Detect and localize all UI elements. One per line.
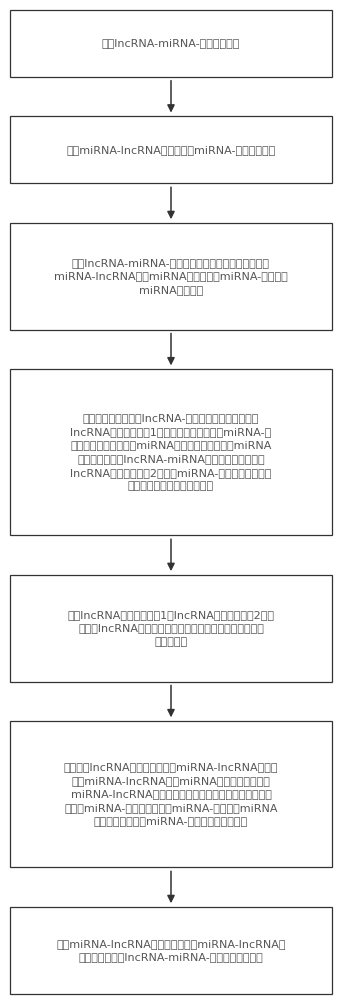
Text: 由融合的lncRNA功能相似矩阵、miRNA-lncRNA邻接矩
阵、miRNA-lncRNA之间miRNA权重矩阵计算得到
miRNA-lncRNA关联得分分: 由融合的lncRNA功能相似矩阵、miRNA-lncRNA邻接矩 阵、miRNA… bbox=[64, 762, 278, 826]
Text: 基于lncRNA-miRNA-疾病三重网络与权重分配计算得到
miRNA-lncRNA之间miRNA权重矩阵，miRNA-疾病之间
miRNA权重矩阵: 基于lncRNA-miRNA-疾病三重网络与权重分配计算得到 miRNA-lnc… bbox=[54, 258, 288, 295]
Text: 基于疾病语义相似与lncRNA-疾病关联数据集计算得到
lncRNA功能相似矩阵1；基于疾病语义相似与miRNA-疾
病关联数据集计算得到miRNA功能相似矩阵: 基于疾病语义相似与lncRNA-疾病关联数据集计算得到 lncRNA功能相似矩阵… bbox=[70, 413, 272, 491]
Text: 整合miRNA-lncRNA关联得分矩阵与miRNA-lncRNA关
联得分矩阵得到lncRNA-miRNA-疾病关联得分矩阵: 整合miRNA-lncRNA关联得分矩阵与miRNA-lncRNA关 联得分矩阵… bbox=[56, 939, 286, 962]
Bar bbox=[10, 575, 332, 682]
Bar bbox=[10, 116, 332, 183]
Text: 构建lncRNA-miRNA-疾病三重网络: 构建lncRNA-miRNA-疾病三重网络 bbox=[102, 38, 240, 48]
Bar bbox=[10, 10, 332, 77]
Text: 构建miRNA-lncRNA邻接矩阵、miRNA-疾病邻接矩阵: 构建miRNA-lncRNA邻接矩阵、miRNA-疾病邻接矩阵 bbox=[66, 145, 276, 155]
Text: 融合lncRNA功能相似矩阵1与lncRNA功能相似矩阵2得到
融合的lncRNA功能相似矩阵；整合疾病高斯交互相似和疾
病语义相似: 融合lncRNA功能相似矩阵1与lncRNA功能相似矩阵2得到 融合的lncRN… bbox=[67, 610, 275, 647]
Bar bbox=[10, 223, 332, 330]
Bar bbox=[10, 907, 332, 994]
Bar bbox=[10, 369, 332, 535]
Bar bbox=[10, 721, 332, 867]
